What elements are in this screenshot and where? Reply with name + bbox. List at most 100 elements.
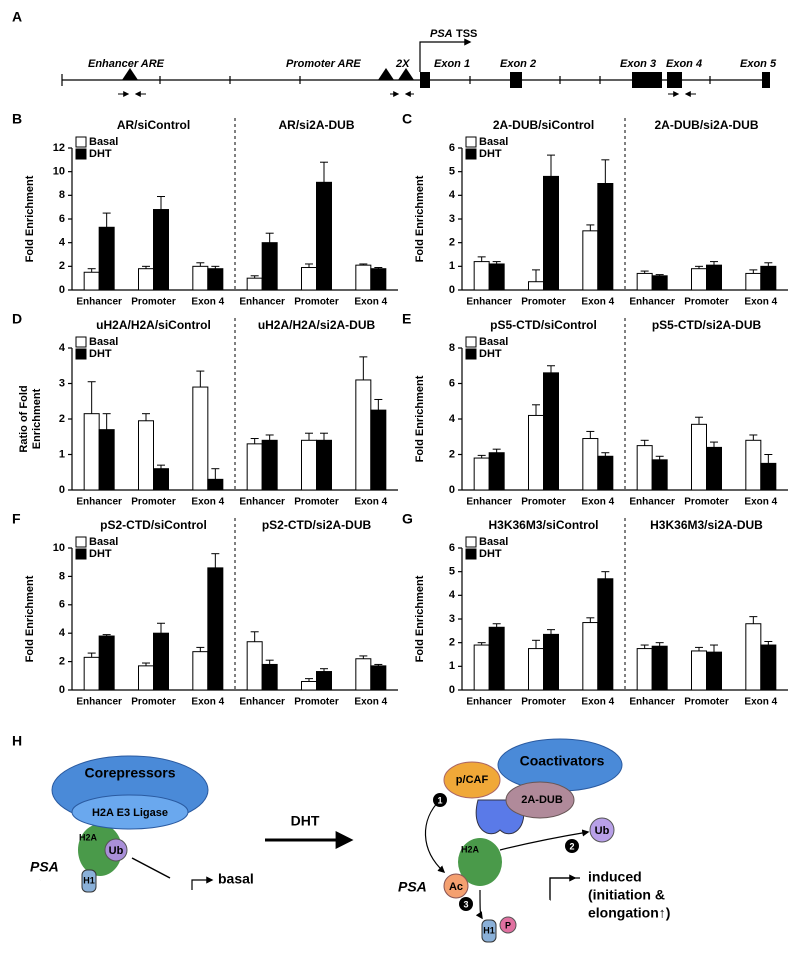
y-axis-label: Enrichment [31, 388, 43, 449]
y-tick-label: 2 [59, 260, 65, 272]
y-tick-label: 0 [449, 284, 455, 296]
panel-letter: F [12, 511, 21, 527]
bar [355, 379, 372, 491]
nucleosome [458, 838, 502, 886]
x-tick-label: Exon 4 [354, 697, 387, 708]
model-label: H1 [483, 925, 495, 935]
tss-arrow [419, 38, 472, 72]
y-tick-label: 10 [53, 166, 65, 178]
facet-title: H3K36M3/si2A-DUB [650, 518, 763, 532]
facet-title: pS5-CTD/siControl [490, 318, 597, 332]
model-label: Corepressors [84, 765, 175, 781]
bar [582, 622, 599, 691]
bar [83, 413, 100, 491]
x-tick-label: Exon 4 [581, 497, 614, 508]
y-tick-label: 12 [53, 142, 65, 154]
bar [246, 443, 263, 491]
model-label: Ac [449, 881, 463, 893]
panel-letter: B [12, 111, 22, 127]
y-tick-label: 3 [449, 613, 455, 625]
x-tick-label: Enhancer [629, 497, 675, 508]
gene-label: 2X [395, 58, 410, 70]
x-tick-label: Exon 4 [744, 697, 777, 708]
legend-label: Basal [479, 136, 508, 148]
model-label: DHT [291, 813, 320, 829]
bar [261, 663, 278, 691]
y-axis-label: Fold Enrichment [414, 575, 426, 662]
h1 [81, 869, 97, 893]
legend-label: DHT [89, 148, 112, 160]
legend-label: Basal [89, 336, 118, 348]
y-tick-label: 0 [59, 684, 65, 696]
step-dot [459, 897, 473, 911]
bar [760, 462, 777, 491]
legend-label: DHT [479, 548, 502, 560]
model-label: H1 [83, 875, 95, 885]
x-tick-label: Promoter [294, 497, 339, 508]
bar [98, 226, 115, 291]
legend-swatch [75, 348, 87, 360]
exon [632, 72, 662, 88]
facet-title: AR/si2A-DUB [278, 118, 354, 132]
bar [651, 645, 668, 691]
panel-letter: H [12, 733, 22, 749]
x-tick-label: Enhancer [76, 697, 122, 708]
step-arrow [475, 889, 483, 920]
y-tick-label: 1 [449, 260, 455, 272]
bar [597, 455, 614, 491]
x-tick-label: Enhancer [466, 697, 512, 708]
y-tick-label: 8 [59, 189, 65, 201]
bar [370, 409, 387, 491]
facet-title: AR/siControl [117, 118, 190, 132]
y-tick-label: 4 [59, 627, 66, 639]
bar [83, 656, 100, 691]
model-label: Ub [109, 845, 124, 857]
legend-label: DHT [89, 548, 112, 560]
y-axis-label: Fold Enrichment [24, 175, 36, 262]
x-tick-label: Enhancer [76, 497, 122, 508]
bar [706, 651, 722, 691]
bar [745, 272, 762, 291]
x-tick-label: Exon 4 [191, 497, 224, 508]
model-label: Coactivators [520, 753, 605, 769]
facet-title: 2A-DUB/siControl [493, 118, 594, 132]
bar [488, 626, 505, 691]
x-tick-label: Promoter [131, 297, 176, 308]
bar [745, 623, 762, 691]
facet-title: uH2A/H2A/siControl [96, 318, 211, 332]
x-tick-label: Enhancer [239, 697, 285, 708]
y-tick-label: 2 [59, 413, 65, 425]
bar [192, 265, 209, 291]
bar [355, 658, 372, 691]
step-number: 1 [437, 795, 442, 805]
x-tick-label: Exon 4 [581, 297, 614, 308]
bar [582, 438, 599, 491]
bar [355, 264, 372, 291]
legend-label: Basal [89, 136, 118, 148]
facet-title: uH2A/H2A/si2A-DUB [258, 318, 376, 332]
legend-swatch [75, 136, 87, 148]
model: H Corepressors H2A E3 Ligase H2A Ub H1 P… [12, 733, 670, 943]
legend-label: Basal [479, 336, 508, 348]
y-tick-label: 2 [449, 237, 455, 249]
y-tick-label: 1 [449, 660, 455, 672]
x-tick-label: Promoter [684, 297, 729, 308]
bar [153, 468, 169, 491]
y-tick-label: 6 [59, 213, 65, 225]
bar [370, 665, 387, 691]
facet-title: pS2-CTD/si2A-DUB [262, 518, 372, 532]
model-label: PSA [30, 859, 59, 875]
bar [597, 578, 614, 691]
bar [760, 644, 777, 691]
exon [762, 72, 770, 88]
bar [691, 268, 707, 291]
y-tick-label: 6 [449, 142, 455, 154]
step-arrow [499, 829, 590, 851]
2a-dub [505, 781, 575, 819]
model-label: basal [218, 871, 254, 887]
ac [443, 873, 469, 899]
pcaf [443, 761, 501, 799]
x-tick-label: Promoter [684, 697, 729, 708]
bar [301, 439, 317, 491]
model-label: p/CAF [456, 774, 489, 786]
